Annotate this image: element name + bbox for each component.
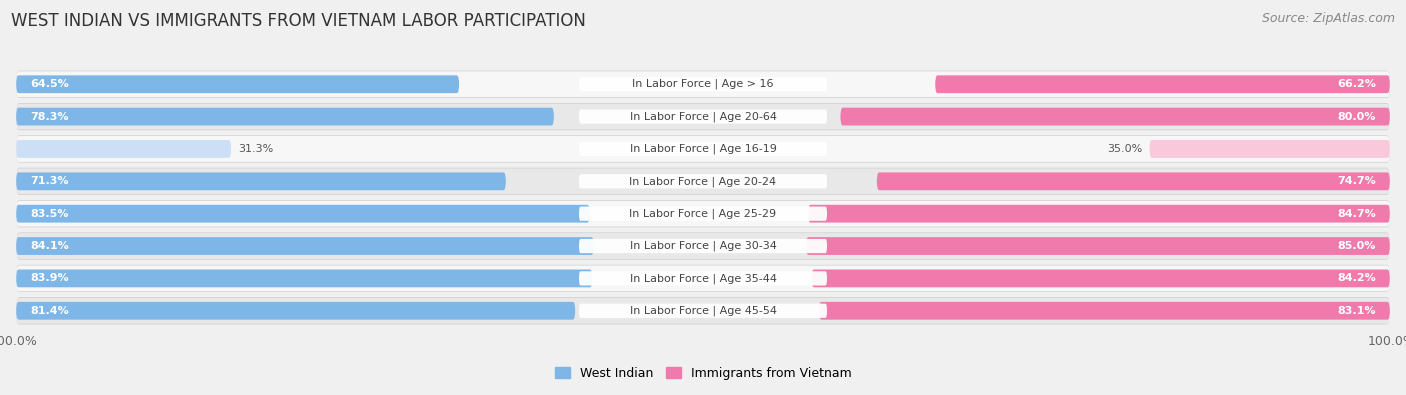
FancyBboxPatch shape bbox=[579, 174, 827, 188]
Text: In Labor Force | Age > 16: In Labor Force | Age > 16 bbox=[633, 79, 773, 90]
Text: In Labor Force | Age 45-54: In Labor Force | Age 45-54 bbox=[630, 305, 776, 316]
Legend: West Indian, Immigrants from Vietnam: West Indian, Immigrants from Vietnam bbox=[550, 362, 856, 385]
FancyBboxPatch shape bbox=[579, 304, 827, 318]
FancyBboxPatch shape bbox=[15, 265, 1391, 292]
FancyBboxPatch shape bbox=[15, 205, 589, 222]
FancyBboxPatch shape bbox=[15, 75, 460, 93]
Text: 78.3%: 78.3% bbox=[30, 112, 69, 122]
FancyBboxPatch shape bbox=[579, 142, 827, 156]
FancyBboxPatch shape bbox=[15, 71, 1391, 97]
FancyBboxPatch shape bbox=[806, 237, 1391, 255]
FancyBboxPatch shape bbox=[15, 232, 1391, 260]
Text: 83.5%: 83.5% bbox=[30, 209, 69, 219]
FancyBboxPatch shape bbox=[15, 265, 1391, 292]
FancyBboxPatch shape bbox=[15, 173, 506, 190]
FancyBboxPatch shape bbox=[820, 302, 1391, 320]
FancyBboxPatch shape bbox=[15, 108, 554, 126]
Text: 85.0%: 85.0% bbox=[1337, 241, 1376, 251]
Text: WEST INDIAN VS IMMIGRANTS FROM VIETNAM LABOR PARTICIPATION: WEST INDIAN VS IMMIGRANTS FROM VIETNAM L… bbox=[11, 12, 586, 30]
FancyBboxPatch shape bbox=[15, 136, 1391, 162]
FancyBboxPatch shape bbox=[579, 239, 827, 253]
Text: In Labor Force | Age 25-29: In Labor Force | Age 25-29 bbox=[630, 209, 776, 219]
Text: In Labor Force | Age 20-64: In Labor Force | Age 20-64 bbox=[630, 111, 776, 122]
Text: In Labor Force | Age 20-24: In Labor Force | Age 20-24 bbox=[630, 176, 776, 186]
FancyBboxPatch shape bbox=[935, 75, 1391, 93]
FancyBboxPatch shape bbox=[15, 168, 1391, 194]
Text: 71.3%: 71.3% bbox=[30, 176, 69, 186]
FancyBboxPatch shape bbox=[1150, 140, 1391, 158]
FancyBboxPatch shape bbox=[15, 237, 593, 255]
Text: 35.0%: 35.0% bbox=[1108, 144, 1143, 154]
FancyBboxPatch shape bbox=[808, 205, 1391, 222]
FancyBboxPatch shape bbox=[15, 168, 1391, 195]
Text: 80.0%: 80.0% bbox=[1337, 112, 1376, 122]
FancyBboxPatch shape bbox=[579, 109, 827, 124]
Text: Source: ZipAtlas.com: Source: ZipAtlas.com bbox=[1261, 12, 1395, 25]
Text: 66.2%: 66.2% bbox=[1337, 79, 1376, 89]
Text: 64.5%: 64.5% bbox=[30, 79, 69, 89]
FancyBboxPatch shape bbox=[15, 201, 1391, 227]
FancyBboxPatch shape bbox=[15, 103, 1391, 130]
FancyBboxPatch shape bbox=[579, 271, 827, 286]
FancyBboxPatch shape bbox=[579, 77, 827, 91]
FancyBboxPatch shape bbox=[841, 108, 1391, 126]
FancyBboxPatch shape bbox=[15, 200, 1391, 227]
FancyBboxPatch shape bbox=[579, 207, 827, 221]
FancyBboxPatch shape bbox=[15, 302, 575, 320]
FancyBboxPatch shape bbox=[811, 269, 1391, 287]
Text: 84.7%: 84.7% bbox=[1337, 209, 1376, 219]
FancyBboxPatch shape bbox=[15, 233, 1391, 259]
FancyBboxPatch shape bbox=[15, 103, 1391, 130]
Text: In Labor Force | Age 30-34: In Labor Force | Age 30-34 bbox=[630, 241, 776, 251]
FancyBboxPatch shape bbox=[15, 298, 1391, 324]
Text: 31.3%: 31.3% bbox=[238, 144, 273, 154]
Text: 74.7%: 74.7% bbox=[1337, 176, 1376, 186]
Text: 81.4%: 81.4% bbox=[30, 306, 69, 316]
Text: 83.9%: 83.9% bbox=[30, 273, 69, 283]
FancyBboxPatch shape bbox=[15, 269, 592, 287]
Text: In Labor Force | Age 16-19: In Labor Force | Age 16-19 bbox=[630, 144, 776, 154]
Text: 84.2%: 84.2% bbox=[1337, 273, 1376, 283]
Text: 83.1%: 83.1% bbox=[1337, 306, 1376, 316]
Text: 84.1%: 84.1% bbox=[30, 241, 69, 251]
FancyBboxPatch shape bbox=[15, 135, 1391, 163]
FancyBboxPatch shape bbox=[15, 140, 231, 158]
FancyBboxPatch shape bbox=[15, 297, 1391, 324]
Text: In Labor Force | Age 35-44: In Labor Force | Age 35-44 bbox=[630, 273, 776, 284]
FancyBboxPatch shape bbox=[15, 71, 1391, 98]
FancyBboxPatch shape bbox=[877, 173, 1391, 190]
